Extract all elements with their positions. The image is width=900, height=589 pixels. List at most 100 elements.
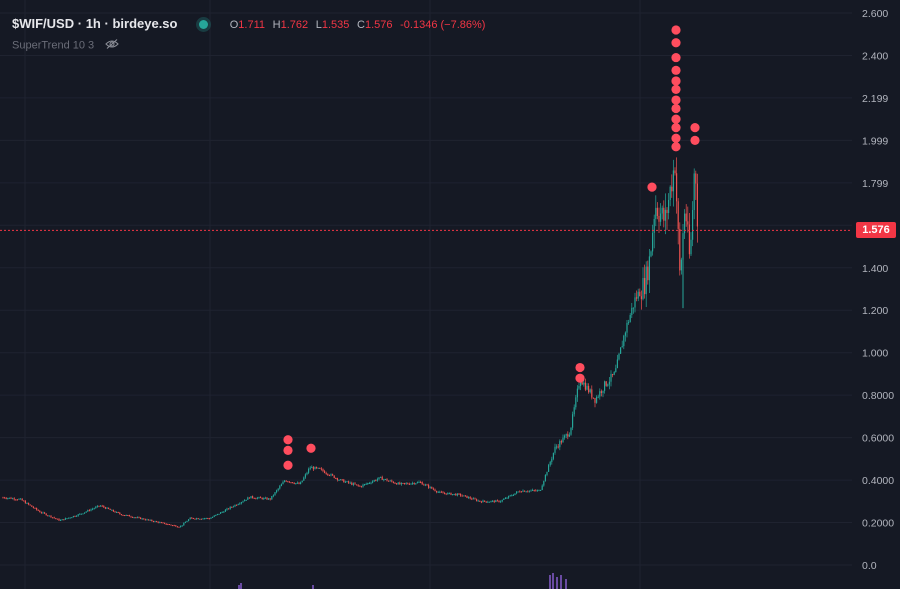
candle-body [548, 465, 550, 472]
candle-body [551, 458, 553, 462]
low-value: 1.535 [321, 19, 350, 31]
candle-body [404, 482, 406, 484]
candle-body [242, 501, 244, 503]
candle-body [223, 511, 225, 513]
candle-body [77, 514, 79, 516]
indicator-name: SuperTrend 10 3 [12, 39, 95, 52]
legend-separator: · [77, 16, 86, 31]
candle-body [164, 522, 166, 524]
interval-label[interactable]: 1h [85, 16, 101, 31]
candle-body [365, 483, 367, 485]
candle-body [405, 483, 407, 485]
supertrend-signal-dot [575, 362, 585, 373]
indicator-legend[interactable]: SuperTrend 10 3 [12, 39, 119, 52]
candle-body [268, 498, 270, 500]
candle-body [231, 506, 233, 508]
candle-body [669, 186, 671, 200]
candle-body [309, 467, 311, 469]
candle-body [71, 517, 73, 519]
price-axis[interactable]: 2.6002.4002.1991.9991.7991.5991.4001.200… [862, 8, 894, 572]
candle-body [250, 496, 252, 499]
candle-body [434, 489, 436, 491]
supertrend-signal-dot [671, 142, 681, 152]
candle-body [602, 390, 604, 393]
supertrend-signal-dot [647, 182, 657, 192]
candle-body [476, 499, 478, 501]
supertrend-signal-dot [306, 443, 316, 453]
candle-body [98, 505, 100, 507]
candle-body [509, 495, 511, 497]
open-value: 1.711 [238, 19, 266, 31]
candle-body [458, 493, 460, 495]
candle-body [384, 479, 386, 481]
candle-body [439, 491, 441, 493]
candle-body [72, 515, 74, 518]
candle-body [7, 498, 9, 500]
candle-body [661, 207, 663, 214]
candle-body [276, 490, 278, 493]
candle-body [31, 505, 33, 507]
candle-body [650, 251, 652, 257]
candle-body [24, 501, 26, 504]
candle-body [588, 385, 590, 393]
candle-body [116, 511, 118, 513]
candle-body [213, 515, 215, 517]
candle-body [200, 518, 202, 520]
candle-body [16, 499, 18, 501]
supertrend-signal-dot [671, 25, 681, 35]
candle-body [58, 518, 60, 521]
candle-body [516, 491, 518, 494]
candle-body [556, 446, 558, 448]
market-status-icon[interactable] [199, 20, 209, 30]
candle-body [559, 441, 561, 448]
candle-body [448, 492, 450, 494]
candle-body [165, 523, 167, 525]
candle-body [613, 372, 615, 375]
candle-body [135, 517, 137, 519]
candle-body [340, 479, 342, 481]
candle-body [300, 482, 302, 485]
candle-body [464, 495, 466, 497]
chart-grid [0, 0, 852, 589]
candle-body [44, 512, 46, 514]
candle-body [216, 513, 218, 515]
candle-body [524, 490, 526, 492]
y-tick-label: 0.8000 [862, 390, 894, 402]
supertrend-signal-dot [671, 133, 681, 143]
candle-body [168, 524, 170, 526]
candle-body [8, 497, 10, 499]
candle-body [652, 232, 654, 252]
candle-body [408, 483, 410, 485]
candle-body [381, 476, 383, 480]
candle-body [453, 493, 455, 495]
candle-body [362, 484, 364, 487]
candle-body [68, 517, 70, 519]
candle-body [629, 315, 631, 323]
candle-body [127, 515, 129, 517]
candle-body [498, 500, 500, 502]
source-label: birdeye.so [112, 16, 178, 31]
candle-body [426, 484, 428, 486]
candle-body [631, 307, 633, 316]
candle-body [578, 386, 580, 389]
candle-body [256, 497, 258, 499]
candle-body [564, 435, 566, 438]
candle-body [693, 173, 695, 211]
candle-body [520, 491, 522, 493]
candle-body [508, 495, 510, 498]
candle-body [344, 481, 346, 483]
eye-off-icon[interactable] [105, 39, 119, 52]
symbol-name[interactable]: $WIF/USD [12, 16, 75, 31]
candle-body [679, 228, 681, 271]
candle-body [325, 473, 327, 475]
candle-body [672, 170, 674, 192]
candle-body [237, 504, 239, 506]
candle-body [424, 484, 426, 486]
candle-body [288, 481, 290, 483]
supertrend-signal-dot [671, 76, 681, 86]
candle-body [472, 498, 474, 500]
candle-body [298, 482, 300, 485]
candle-body [664, 209, 666, 221]
candle-body [236, 504, 238, 506]
